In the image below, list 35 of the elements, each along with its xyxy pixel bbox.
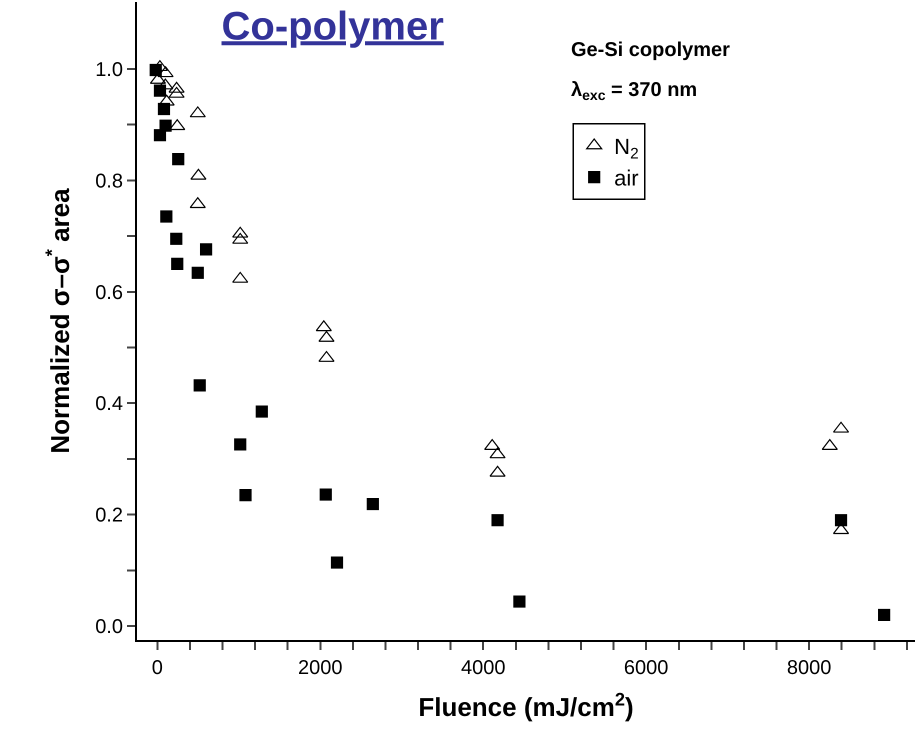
legend-label: air	[614, 166, 639, 191]
y-tick-label: 1.0	[95, 58, 123, 81]
point	[171, 258, 184, 270]
x-tick-label: 4000	[460, 657, 506, 679]
point	[330, 556, 344, 569]
x-tick-label: 8000	[786, 657, 832, 679]
point	[513, 595, 526, 608]
point	[366, 498, 379, 510]
point	[200, 243, 212, 256]
x-axis-title: Fluence (mJ/cm$^{2}$)	[418, 689, 634, 722]
x-tick-label: 2000	[298, 657, 343, 679]
y-tick-label: 0.6	[95, 282, 123, 304]
point	[154, 129, 166, 142]
point	[172, 153, 184, 166]
point	[239, 489, 252, 502]
point	[160, 210, 172, 223]
y-tick-label: 0.4	[95, 393, 123, 416]
point	[194, 379, 206, 392]
point	[320, 488, 332, 501]
point	[491, 514, 504, 526]
y-tick-label: 0.2	[95, 504, 123, 527]
point	[234, 438, 246, 451]
point	[834, 514, 848, 526]
y-tick-label: 0.0	[95, 616, 123, 638]
chart-title: Co-polymer	[222, 4, 444, 48]
legend-label: N$_{2}$	[614, 134, 639, 163]
point	[256, 405, 268, 418]
y-tick-label: 0.8	[95, 170, 123, 192]
x-tick-label: 6000	[624, 657, 668, 679]
x-tick-label: 0	[152, 657, 163, 679]
annotation: Ge-Si copolymer	[571, 39, 730, 61]
annotation: λ$_{exc}$ = 370 nm	[571, 79, 698, 104]
point	[170, 232, 182, 245]
point	[192, 266, 204, 279]
point	[878, 608, 890, 622]
